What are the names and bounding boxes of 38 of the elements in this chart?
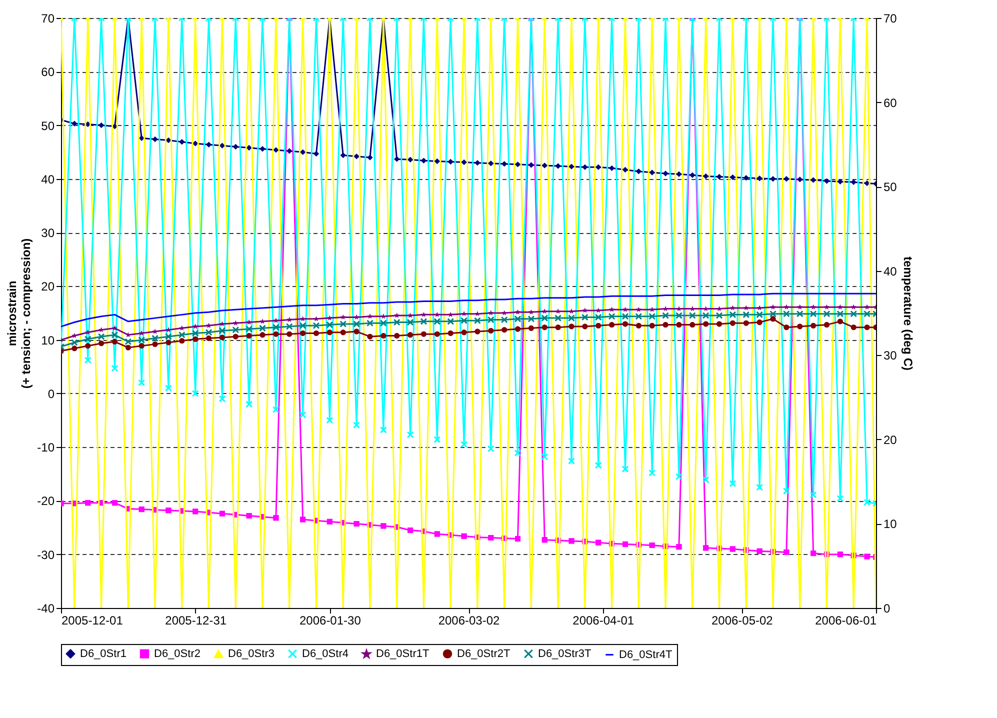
legend-label: D6_0Str3 xyxy=(228,648,274,660)
y-tick-label: -10 xyxy=(37,440,55,455)
y-tick-label: 0 xyxy=(48,386,55,401)
y-tick-label: 50 xyxy=(41,118,55,133)
y2-tick-label: 20 xyxy=(884,432,898,447)
x-tick-label: 2006-01-30 xyxy=(299,614,362,628)
legend-label: D6_0Str4T xyxy=(619,648,672,661)
y2-axis-title: temperature (deg C) xyxy=(900,256,915,371)
y-tick-label: 20 xyxy=(41,280,55,294)
y-tick-label: -30 xyxy=(37,548,55,562)
legend-label: D6_0Str1 xyxy=(80,648,126,660)
y2-tick-label: 10 xyxy=(884,517,898,532)
x-tick-label: 2006-05-02 xyxy=(711,614,774,628)
legend-label: D6_0Str4 xyxy=(302,648,348,660)
y2-tick-label: 70 xyxy=(884,12,898,26)
x-tick-label: 2005-12-31 xyxy=(165,614,227,628)
y-tick-label: -20 xyxy=(37,494,55,508)
legend-label: D6_0Str2T xyxy=(457,648,510,660)
y-tick-label: -40 xyxy=(37,602,55,616)
y-tick-label: 70 xyxy=(41,12,55,26)
x-tick-label: 2006-06-01 xyxy=(815,614,877,628)
x-tick-label: 2006-03-02 xyxy=(438,614,500,628)
x-tick-label: 2005-12-01 xyxy=(62,614,124,628)
legend-label: D6_0Str1T xyxy=(376,648,430,660)
y2-tick-label: 0 xyxy=(884,602,890,616)
x-tick-label: 2006-04-01 xyxy=(572,614,634,628)
y-tick-label: 60 xyxy=(41,65,55,80)
y2-tick-label: 50 xyxy=(884,180,898,194)
y2-tick-label: 30 xyxy=(884,348,898,363)
legend-label: D6_0Str3T xyxy=(538,648,592,660)
y-tick-label: 10 xyxy=(41,333,55,348)
line-series xyxy=(61,292,876,328)
y-axis-title: microstrain (+ tension; - compression) xyxy=(5,238,34,389)
y2-tick-label: 60 xyxy=(884,96,898,110)
legend-label: D6_0Str2 xyxy=(154,648,200,660)
y2-tick-label: 40 xyxy=(884,264,898,278)
y-tick-label: 40 xyxy=(41,172,55,186)
y-tick-label: 30 xyxy=(41,226,55,240)
